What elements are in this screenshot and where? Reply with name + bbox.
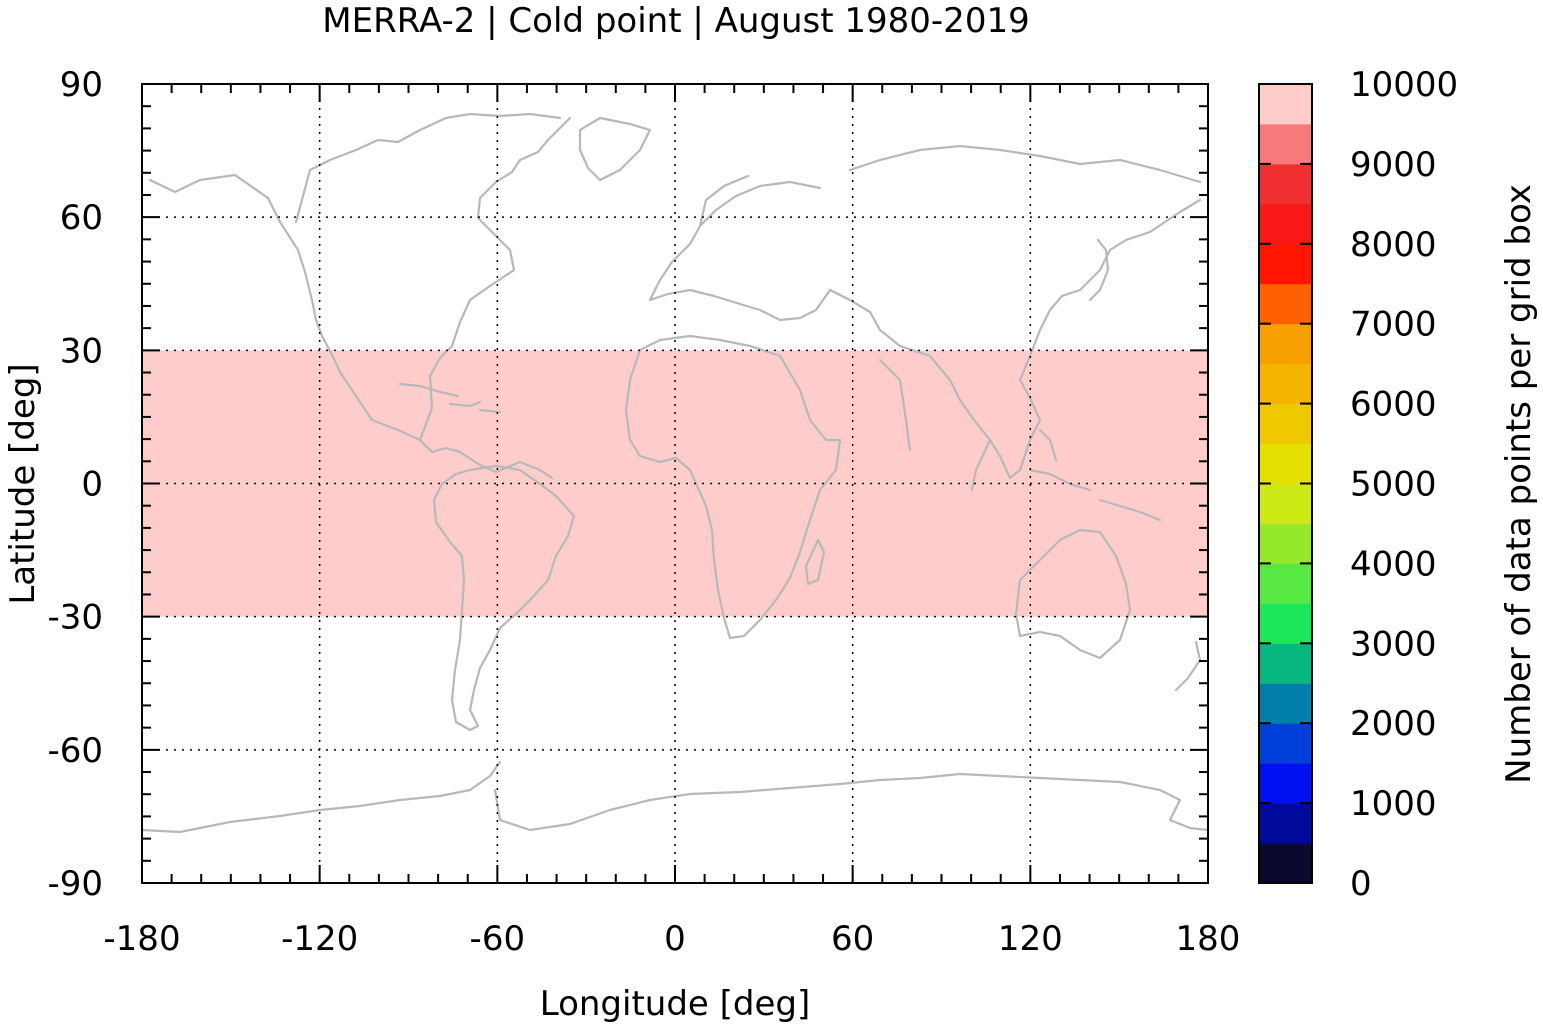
colorbar-swatch <box>1259 643 1312 684</box>
coastline-caribbean <box>398 382 502 414</box>
y-tick-label: -60 <box>47 731 103 771</box>
colorbar-swatches <box>1259 84 1312 884</box>
heatmap-region-0 <box>142 350 1208 617</box>
chart-title: MERRA-2 | Cold point | August 1980-2019 <box>322 1 1029 41</box>
y-tick-label: 60 <box>60 198 103 238</box>
coastline-north-america <box>148 112 572 480</box>
colorbar-swatch <box>1259 523 1312 564</box>
colorbar-tick-label: 4000 <box>1350 544 1437 584</box>
x-tick-label: 120 <box>998 919 1063 959</box>
coastline-south-america <box>432 464 576 732</box>
colorbar-ticks <box>1259 83 1312 884</box>
colorbar-tick-label: 5000 <box>1350 465 1437 505</box>
coastlines <box>140 112 1210 834</box>
colorbar: 0 1000 2000 3000 4000 5000 6000 7000 8000 9000 100… <box>1258 65 1539 904</box>
colorbar-swatch <box>1259 683 1312 724</box>
coastline-greenland <box>578 116 652 182</box>
colorbar-tick-label: 8000 <box>1350 225 1437 265</box>
colorbar-tick-label: 10000 <box>1350 65 1458 105</box>
y-axis-label: Latitude [deg] <box>3 363 43 604</box>
colorbar-swatch <box>1259 403 1312 445</box>
coastline-new-zealand <box>1174 640 1202 692</box>
colorbar-tick-label: 0 <box>1350 864 1372 904</box>
colorbar-swatch <box>1259 843 1312 884</box>
colorbar-swatch <box>1259 203 1312 245</box>
x-tick-label: 60 <box>831 919 874 959</box>
colorbar-swatch <box>1259 163 1312 205</box>
colorbar-swatch <box>1259 123 1312 165</box>
colorbar-swatch <box>1259 84 1312 125</box>
colorbar-tick-label: 1000 <box>1350 784 1437 824</box>
colorbar-tick-label: 2000 <box>1350 704 1437 744</box>
x-tick-label: -180 <box>103 919 180 959</box>
plot-frame <box>141 83 1209 884</box>
y-tick-label: 30 <box>60 331 103 371</box>
colorbar-label: Number of data points per grid box <box>1499 184 1539 784</box>
y-tick-label: 90 <box>60 65 103 105</box>
colorbar-frame <box>1258 83 1313 884</box>
colorbar-tick-label: 9000 <box>1350 145 1437 185</box>
x-tick-labels: -180 -120 -60 0 60 120 180 <box>103 919 1240 959</box>
colorbar-swatch <box>1259 283 1312 325</box>
colorbar-tick-label: 6000 <box>1350 385 1437 425</box>
x-tick-label: -120 <box>281 919 358 959</box>
coastline-asia <box>828 144 1202 492</box>
colorbar-swatch <box>1259 483 1312 524</box>
colorbar-swatch <box>1259 763 1312 804</box>
colorbar-swatch <box>1259 443 1312 484</box>
coastline-japan <box>1088 238 1110 302</box>
y-tick-labels: 90 60 30 0 -30 -60 -90 <box>47 65 103 904</box>
coastline-australia <box>1014 528 1132 660</box>
y-tick-label: 0 <box>81 465 103 505</box>
x-axis-label: Longitude [deg] <box>540 984 811 1024</box>
colorbar-swatch <box>1259 723 1312 764</box>
region-layer <box>142 350 1208 617</box>
grid-lines <box>142 84 1208 883</box>
colorbar-swatch <box>1259 803 1312 844</box>
x-tick-label: 0 <box>664 919 686 959</box>
y-tick-label: -90 <box>47 864 103 904</box>
colorbar-tick-label: 3000 <box>1350 624 1437 664</box>
coastline-madagascar <box>804 538 826 586</box>
colorbar-tick-label: 7000 <box>1350 305 1437 345</box>
y-tick-label: -30 <box>47 598 103 638</box>
coastline-islands <box>1028 428 1162 522</box>
coastline-europe <box>648 174 832 322</box>
map-area <box>140 83 1210 884</box>
colorbar-swatch <box>1259 323 1312 365</box>
colorbar-tick-labels: 0 1000 2000 3000 4000 5000 6000 7000 8000 9000 100… <box>1350 65 1458 904</box>
x-tick-label: -60 <box>470 919 526 959</box>
colorbar-swatch <box>1259 243 1312 285</box>
coastline-antarctica <box>140 760 1210 834</box>
colorbar-swatch <box>1259 363 1312 405</box>
colorbar-swatch <box>1259 563 1312 604</box>
x-tick-label: 180 <box>1176 919 1241 959</box>
colorbar-swatch <box>1259 603 1312 644</box>
coastline-africa <box>624 334 842 640</box>
